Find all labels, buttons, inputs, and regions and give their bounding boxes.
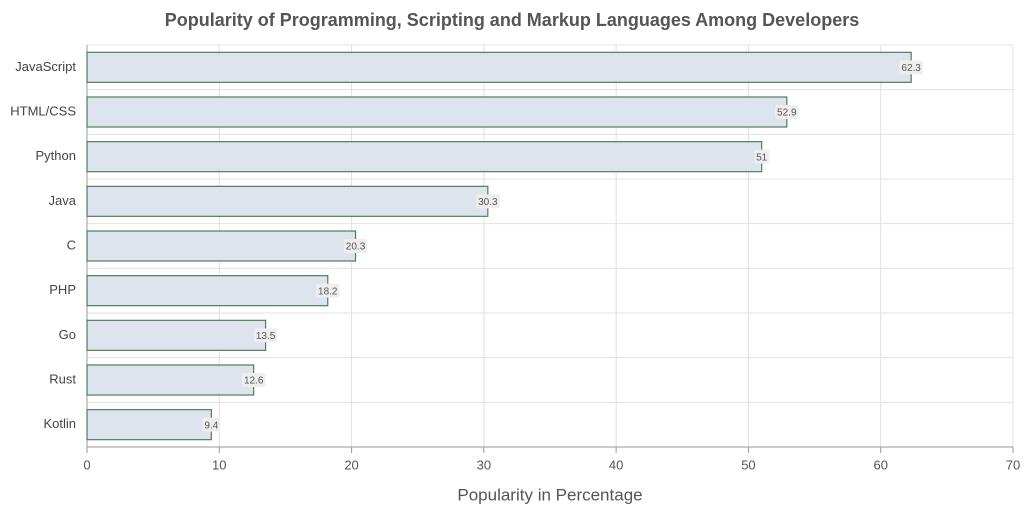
y-tick-label: Java <box>49 193 77 208</box>
value-label-bg <box>253 328 278 343</box>
x-axis-title: Popularity in Percentage <box>457 485 642 504</box>
value-label: 12.6 <box>244 376 264 387</box>
value-label-bg <box>241 373 266 387</box>
x-tick-label: 60 <box>873 457 887 472</box>
bar <box>86 51 912 83</box>
y-tick-label: C <box>67 237 76 252</box>
value-label: 20.3 <box>346 242 366 253</box>
value-label: 62.3 <box>901 63 921 74</box>
value-label: 52.9 <box>777 108 797 119</box>
y-tick-label: HTML/CSS <box>10 103 76 118</box>
bar <box>86 185 489 217</box>
y-tick-label: JavaScript <box>15 59 76 74</box>
value-label: 30.3 <box>478 197 498 208</box>
x-tick-label: 10 <box>212 457 226 472</box>
value-label-bg <box>476 194 500 209</box>
value-label-bg <box>899 60 923 75</box>
x-tick-label: 30 <box>477 457 491 472</box>
bar <box>86 364 255 396</box>
value-label-bg <box>775 105 799 119</box>
value-label: 9.4 <box>204 420 218 431</box>
x-tick-label: 0 <box>83 457 90 472</box>
y-tick-label: Rust <box>49 371 76 386</box>
value-label: 18.2 <box>318 286 338 297</box>
chart-title: Popularity of Programming, Scripting and… <box>165 10 859 30</box>
bar <box>86 141 763 173</box>
y-tick-label: Go <box>59 327 76 342</box>
bar <box>86 230 357 262</box>
value-label: 51 <box>756 152 768 163</box>
bar <box>86 96 788 128</box>
bar <box>86 409 212 441</box>
bar <box>86 319 267 351</box>
y-tick-label: PHP <box>49 282 76 297</box>
value-label-bg <box>202 417 221 432</box>
bar <box>86 275 329 307</box>
x-tick-label: 70 <box>1006 457 1020 472</box>
x-tick-label: 20 <box>344 457 358 472</box>
x-tick-label: 50 <box>741 457 755 472</box>
value-label: 13.5 <box>256 331 276 342</box>
value-label-bg <box>754 149 770 164</box>
x-tick-label: 40 <box>609 457 623 472</box>
value-label-bg <box>343 239 368 253</box>
value-label-bg <box>316 283 340 298</box>
y-tick-label: Python <box>36 148 76 163</box>
y-tick-label: Kotlin <box>43 416 76 431</box>
